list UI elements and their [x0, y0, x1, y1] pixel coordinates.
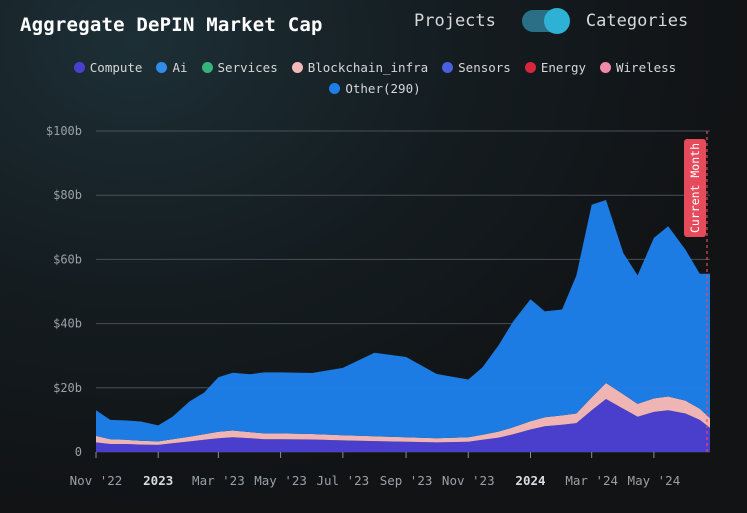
- x-tick-label: Nov '22: [70, 473, 123, 488]
- legend-item-ai[interactable]: Ai: [156, 60, 188, 75]
- y-tick-label: $20b: [53, 381, 82, 395]
- y-tick-label: $100b: [46, 124, 82, 138]
- legend-dot: [329, 83, 341, 94]
- x-tick-label: 2024: [515, 473, 545, 488]
- current-month-marker: Current Month: [684, 131, 708, 452]
- x-tick-label: Jul '23: [316, 473, 369, 488]
- series-area-other-290-: [96, 200, 710, 442]
- legend-item-blockchain-infra[interactable]: Blockchain_infra: [291, 60, 429, 75]
- x-tick-label: May '23: [254, 473, 307, 488]
- legend-dot: [524, 62, 536, 73]
- view-toggle-group: Projects Categories: [414, 8, 689, 34]
- legend-item-energy[interactable]: Energy: [524, 60, 586, 75]
- x-tick-label: 2023: [143, 473, 173, 488]
- legend-label: Other(290): [345, 81, 421, 96]
- chart-title: Aggregate DePIN Market Cap: [20, 14, 323, 36]
- toggle-label-projects[interactable]: Projects: [414, 11, 496, 31]
- legend-dot: [442, 62, 454, 73]
- y-tick-label: 0: [75, 445, 82, 459]
- series-area-compute: [96, 399, 710, 452]
- x-axis-ticks: Nov '22 2023 Mar '23 May '23 Jul '23 Sep '23 N…: [70, 452, 681, 488]
- legend-item-other-290-[interactable]: Other(290): [329, 81, 421, 96]
- legend-label: Energy: [540, 60, 586, 75]
- x-tick-label: Sep '23: [380, 473, 433, 488]
- legend-dot: [600, 62, 611, 73]
- y-axis-ticks: 0 $20b $40b $60b $80b $100b: [46, 124, 82, 459]
- legend-item-sensors[interactable]: Sensors: [442, 60, 511, 75]
- current-month-badge: [684, 139, 706, 237]
- toggle-label-categories[interactable]: Categories: [585, 11, 689, 31]
- legend-dot: [156, 62, 168, 73]
- chart-legend: Compute Ai Services Blockchain_infra Sensors…: [40, 60, 710, 96]
- x-tick-label: Mar '23: [192, 473, 245, 488]
- y-tick-label: $80b: [53, 188, 82, 202]
- y-tick-label: $40b: [53, 317, 82, 331]
- series-area-blockchain-infra: [96, 383, 710, 445]
- legend-dot: [73, 62, 85, 73]
- legend-label: Services: [217, 60, 278, 75]
- switch-knob: [543, 8, 570, 34]
- legend-label: Ai: [172, 60, 188, 75]
- x-tick-label: May '24: [628, 473, 681, 488]
- projects-categories-switch[interactable]: [521, 8, 570, 34]
- legend-label: Sensors: [458, 60, 511, 75]
- x-tick-label: Nov '23: [442, 473, 495, 488]
- current-month-label: Current Month: [688, 143, 702, 233]
- legend-dot: [201, 62, 213, 73]
- x-tick-label: Mar '24: [565, 473, 618, 488]
- legend-label: Wireless: [616, 60, 677, 75]
- legend-label: Blockchain_infra: [307, 60, 429, 75]
- legend-label: Compute: [89, 60, 143, 75]
- legend-item-services[interactable]: Services: [201, 60, 278, 75]
- legend-item-compute[interactable]: Compute: [73, 60, 143, 75]
- y-tick-label: $60b: [53, 252, 82, 266]
- area-series: [96, 200, 710, 452]
- legend-dot: [291, 62, 303, 73]
- legend-item-wireless[interactable]: Wireless: [600, 60, 676, 75]
